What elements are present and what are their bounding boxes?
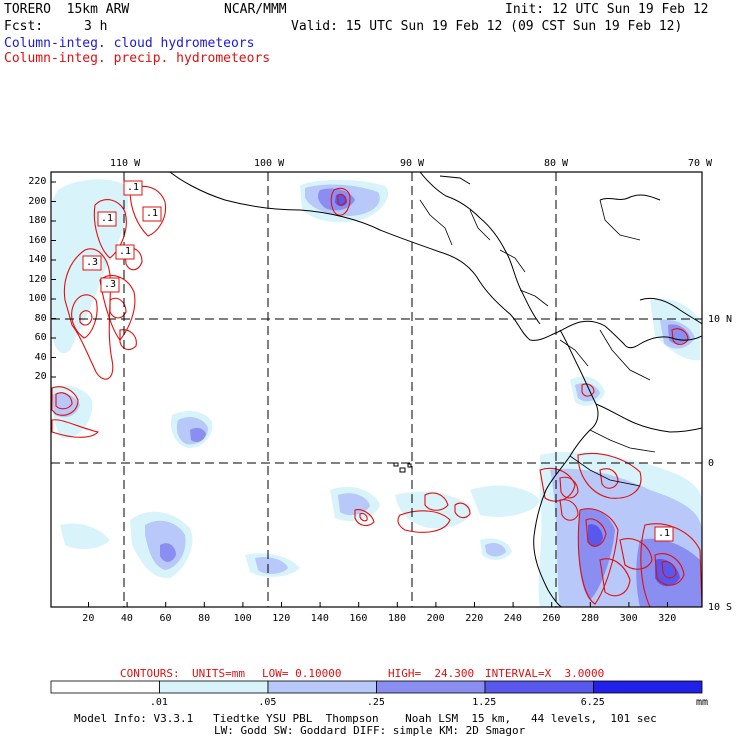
field-cloud-hydrometeors: Column-integ. cloud hydrometeors [4, 36, 255, 51]
contour-label-box [123, 180, 143, 196]
contour-label-box [100, 277, 120, 293]
contour-label: .3 [86, 257, 99, 268]
x-tick-label: 320 [658, 613, 677, 624]
lon-label-80w: 80 W [544, 158, 569, 169]
contour-info-title: CONTOURS: [120, 667, 180, 680]
x-tick-label: 180 [388, 613, 407, 624]
x-tick-label: 200 [426, 613, 445, 624]
model-title: TORERO 15km ARW [4, 2, 130, 17]
contour-info-high: HIGH= 24.300 [388, 667, 475, 680]
x-tick-label: 40 [120, 613, 133, 624]
galapagos-islands [393, 462, 412, 473]
map-frame [50, 171, 703, 608]
contour-info-units: UNITS=mm [192, 667, 245, 680]
contour-label-box [654, 526, 674, 542]
lon-label-70w: 70 W [688, 158, 713, 169]
x-tick-label: 160 [349, 613, 368, 624]
legend-swatch [593, 680, 703, 694]
legend-swatch [267, 680, 377, 694]
y-tick-label: 20 [34, 371, 47, 382]
legend-label: .01 [149, 697, 168, 708]
legend-label: 6.25 [580, 697, 605, 708]
legend-swatch [159, 680, 269, 694]
precip-contours [51, 185, 702, 607]
contour-label: .1 [101, 213, 114, 224]
x-tick-label: 280 [581, 613, 600, 624]
y-tick-label: 200 [28, 195, 47, 207]
lat-label-10s: 10 S [708, 602, 733, 613]
x-tick-label: 80 [198, 613, 211, 624]
contour-label: .3 [104, 279, 117, 290]
x-tick-label: 60 [159, 613, 172, 624]
x-tick-label: 300 [619, 613, 638, 624]
init-time: Init: 12 UTC Sun 19 Feb 12 [505, 2, 709, 17]
x-tick-label: 100 [233, 613, 252, 624]
lon-label-100w: 100 W [254, 158, 285, 169]
color-legend [50, 680, 703, 694]
legend-swatch [484, 680, 594, 694]
contour-label: .1 [127, 182, 140, 193]
x-tick-label: 120 [272, 613, 291, 624]
x-tick-label: 220 [465, 613, 484, 624]
field-precip-hydrometeors: Column-integ. precip. hydrometeors [4, 51, 271, 66]
contour-info-low: LOW= 0.10000 [262, 667, 342, 680]
y-tick-label: 140 [28, 254, 47, 265]
legend-unit: mm [696, 697, 709, 708]
borders [419, 199, 656, 487]
organization: NCAR/MMM [224, 2, 287, 17]
y-tick-label: 160 [28, 234, 47, 246]
legend-label: .25 [366, 697, 385, 708]
forecast-label: Fcst: [4, 19, 44, 34]
x-tick-label: 260 [542, 613, 561, 624]
legend-label: .05 [258, 697, 277, 708]
y-tick-label: 100 [28, 293, 47, 304]
y-tick-label: 220 [28, 176, 47, 187]
legend-swatch [376, 680, 486, 694]
legend-label: 1.25 [472, 697, 497, 708]
contour-label-box [142, 206, 162, 222]
forecast-hours: 3 h [84, 19, 108, 34]
contour-label: .1 [146, 208, 159, 219]
contour-label: .1 [119, 246, 132, 257]
model-physics: LW: Godd SW: Goddard DIFF: simple KM: 2D… [214, 724, 526, 737]
contour-label: .1 [658, 528, 671, 539]
valid-time: Valid: 15 UTC Sun 19 Feb 12 (09 CST Sun … [291, 19, 683, 34]
contour-label-box [97, 211, 117, 227]
lon-label-90w: 90 W [400, 158, 425, 169]
y-tick-label: 180 [28, 215, 47, 226]
y-tick-label: 60 [34, 332, 47, 343]
lon-label-110w: 110 W [110, 158, 141, 169]
x-tick-label: 140 [310, 613, 329, 624]
contour-label-box [115, 244, 135, 260]
y-tick-label: 120 [28, 273, 47, 285]
lat-label-equator: 0 [708, 458, 715, 469]
contour-info-interval: INTERVAL=X 3.0000 [485, 667, 605, 680]
y-tick-label: 80 [34, 312, 47, 324]
legend-swatch [50, 680, 160, 694]
x-tick-label: 20 [82, 613, 95, 624]
lat-label-10n: 10 N [708, 314, 733, 325]
model-info: Model Info: V3.3.1 Tiedtke YSU PBL Thomp… [74, 712, 657, 725]
y-tick-label: 40 [34, 351, 47, 363]
x-tick-label: 240 [503, 613, 522, 624]
contour-label-box [82, 255, 102, 271]
